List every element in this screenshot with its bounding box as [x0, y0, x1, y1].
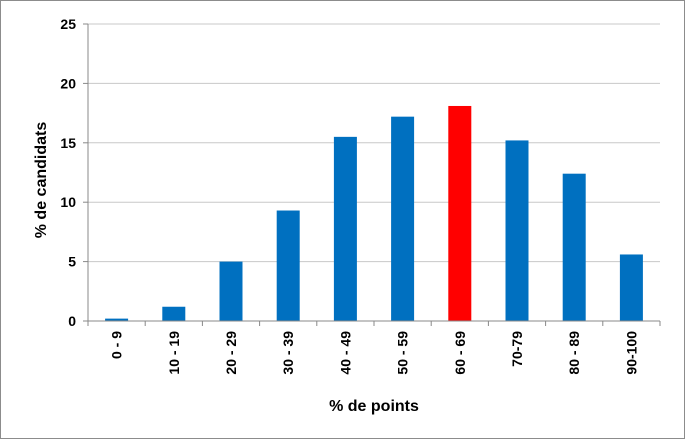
- bar-0: [105, 318, 129, 321]
- axes: [87, 24, 661, 326]
- x-axis-title: % de points: [329, 398, 419, 415]
- bar-5: [391, 116, 415, 321]
- bar-7: [505, 140, 529, 321]
- x-tick-label: 50 - 59: [395, 331, 411, 375]
- bar-2: [219, 261, 243, 321]
- x-tick-label: 30 - 39: [280, 331, 296, 375]
- y-tick-label: 10: [60, 194, 76, 210]
- y-axis-title: % de candidats: [33, 122, 50, 239]
- bar-4: [333, 136, 357, 321]
- bar-8: [562, 173, 586, 321]
- x-tick-label: 60 - 69: [452, 331, 468, 375]
- y-tick-label: 0: [68, 313, 76, 329]
- x-tick-label: 70-79: [509, 331, 525, 367]
- y-tick-label: 5: [68, 254, 76, 270]
- y-tick-label: 25: [60, 16, 76, 32]
- y-tick-label: 15: [60, 135, 76, 151]
- bar-9: [619, 254, 643, 321]
- y-tick-labels: 0 5 10 15 20 25: [60, 16, 76, 329]
- x-tick-label: 80 - 89: [566, 331, 582, 375]
- x-tick-label: 0 - 9: [109, 331, 125, 359]
- x-tick-label: 20 - 29: [223, 331, 239, 375]
- x-tick-labels: 0 - 9 10 - 19 20 - 29 30 - 39 40 - 49 50 - 59…: [109, 331, 640, 375]
- bar-3: [276, 210, 300, 321]
- x-tick-label: 90-100: [623, 331, 639, 375]
- x-tick-label: 40 - 49: [337, 331, 353, 375]
- bars: [105, 105, 643, 321]
- bar-6: [448, 105, 472, 321]
- x-tick-label: 10 - 19: [166, 331, 182, 375]
- bar-1: [162, 306, 186, 321]
- y-tick-label: 20: [60, 75, 76, 91]
